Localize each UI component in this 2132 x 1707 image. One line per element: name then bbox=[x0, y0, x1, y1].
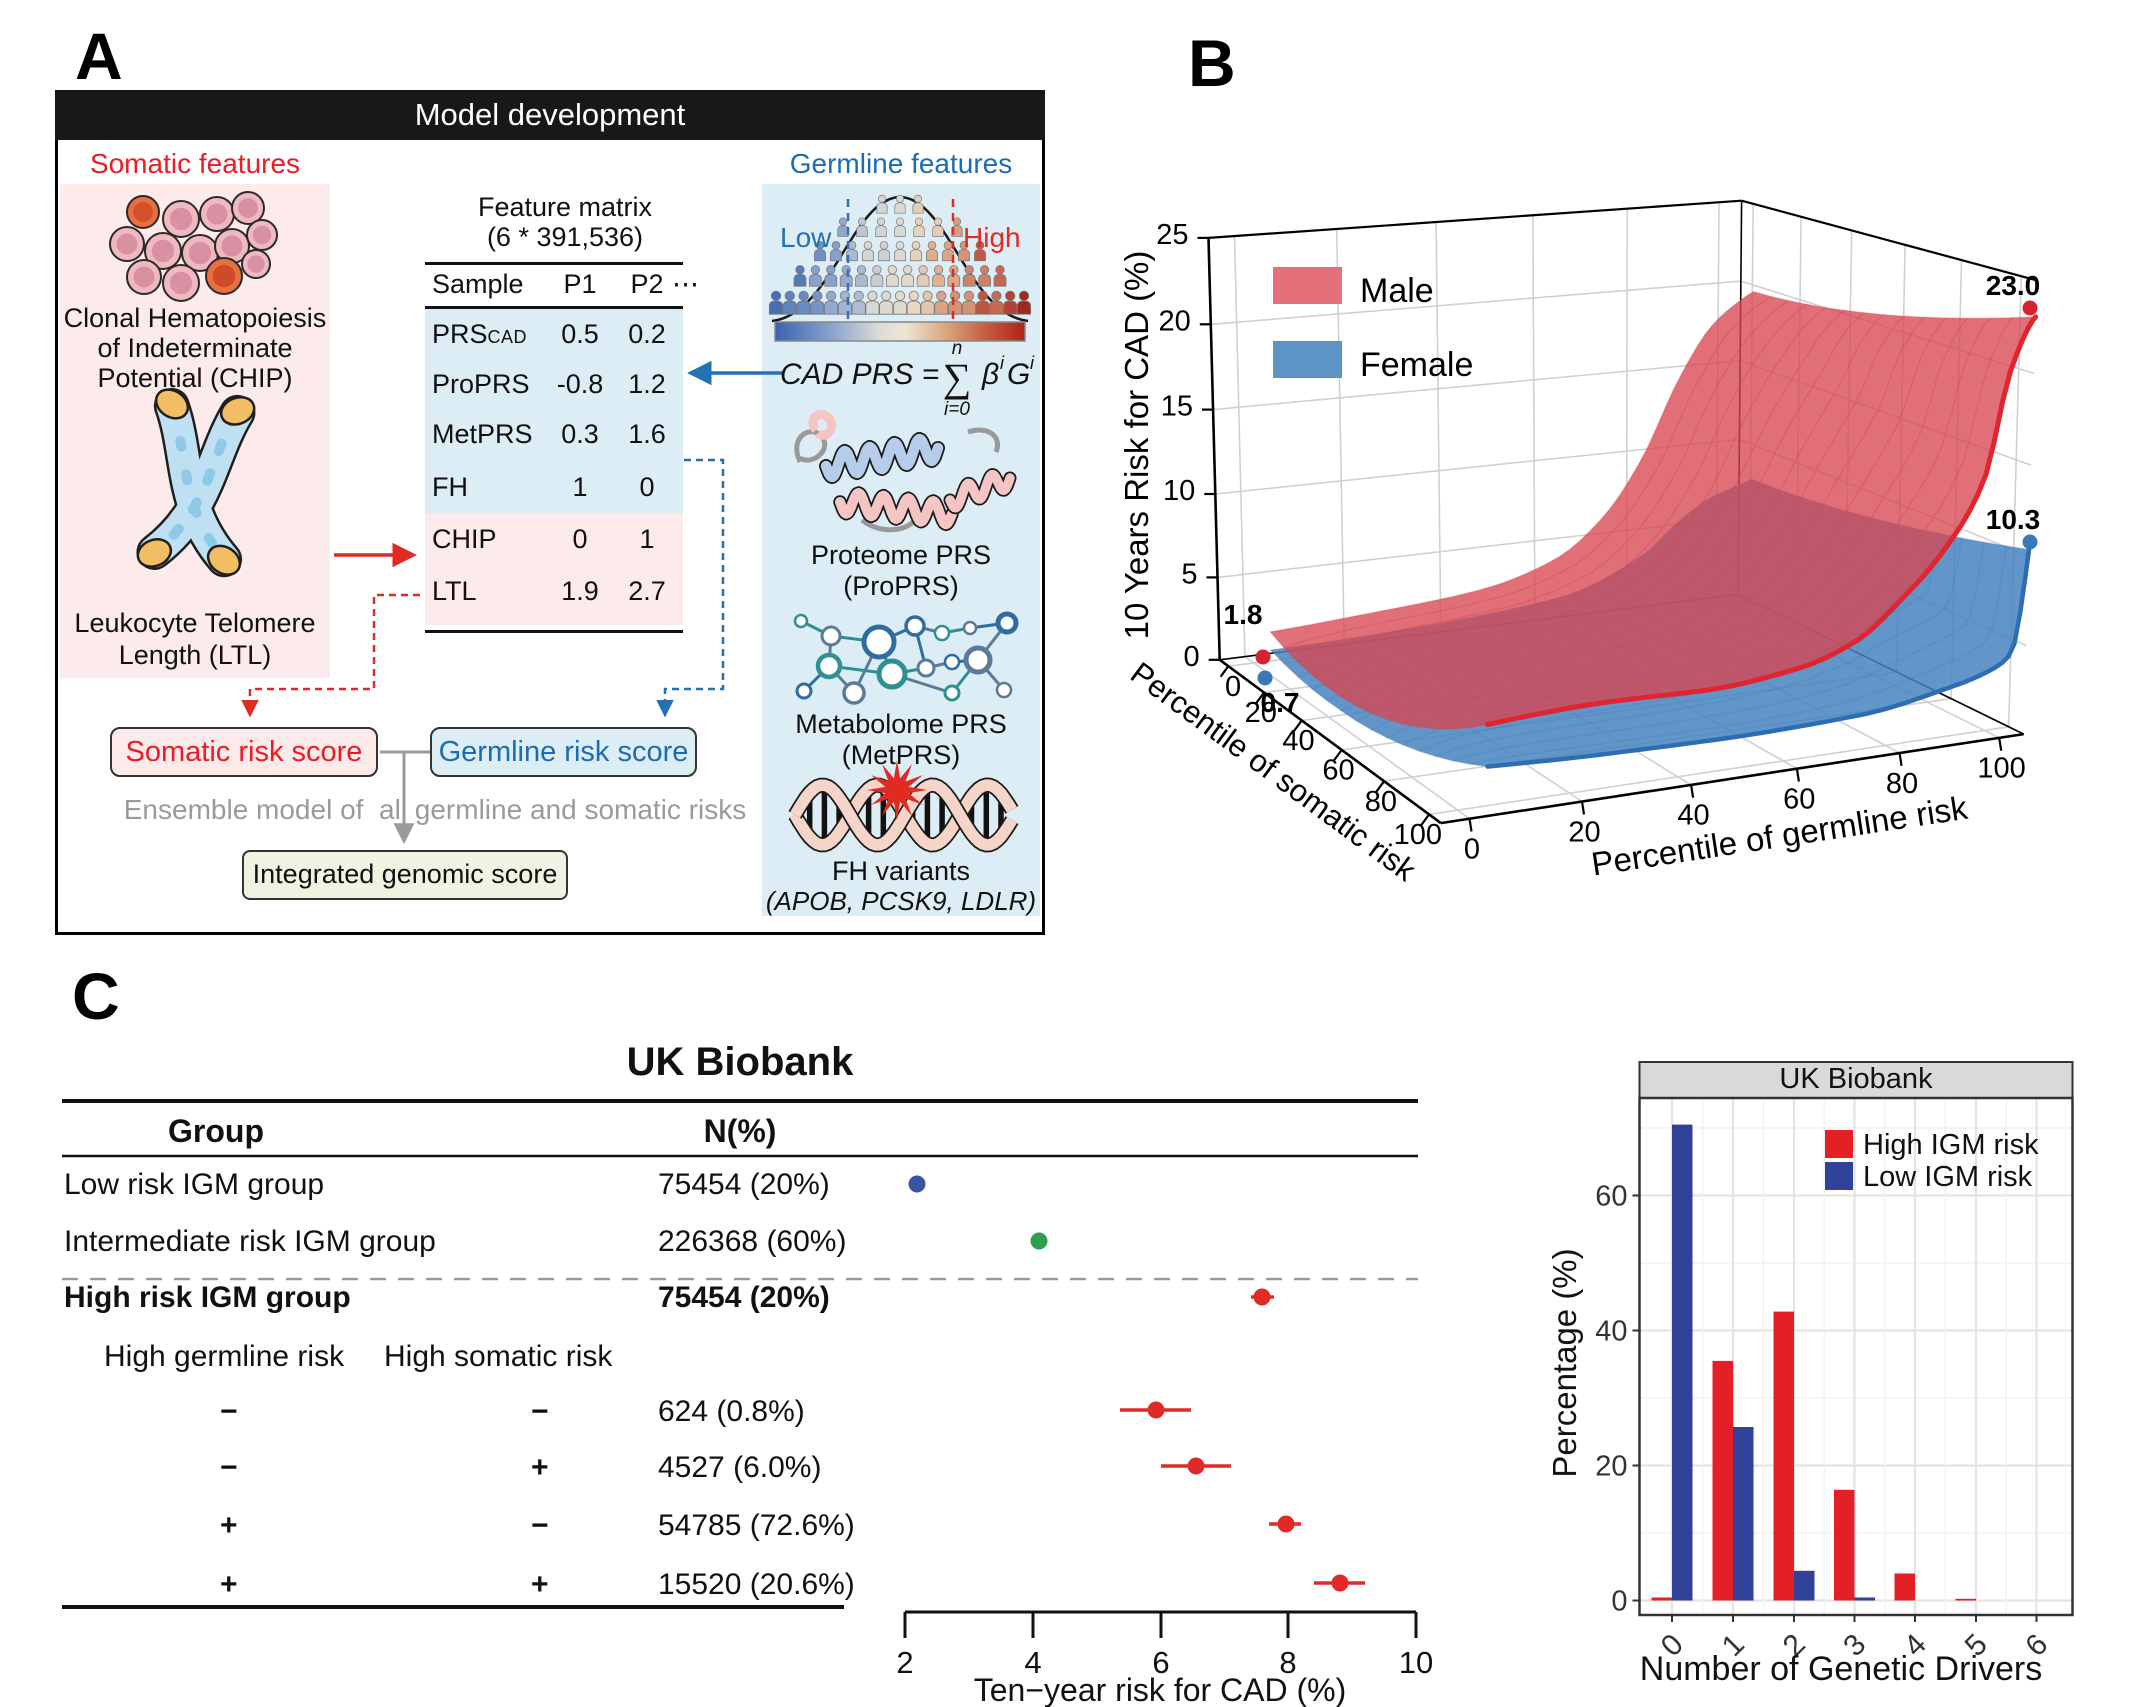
svg-text:High IGM risk: High IGM risk bbox=[1863, 1129, 2039, 1161]
svg-text:i: i bbox=[1000, 353, 1005, 373]
svg-text:∑: ∑ bbox=[943, 355, 972, 400]
svg-text:60: 60 bbox=[1322, 755, 1354, 787]
svg-text:Percentile of germline risk: Percentile of germline risk bbox=[1589, 789, 1970, 883]
svg-text:40: 40 bbox=[1282, 725, 1314, 757]
svg-text:10: 10 bbox=[1163, 475, 1195, 507]
svg-text:0.7: 0.7 bbox=[1261, 687, 1300, 718]
svg-text:0: 0 bbox=[1184, 641, 1200, 673]
svg-text:40: 40 bbox=[1677, 800, 1709, 832]
svg-text:20: 20 bbox=[1245, 697, 1277, 729]
svg-text:0: 0 bbox=[1464, 834, 1480, 866]
svg-text:i: i bbox=[1030, 353, 1035, 373]
svg-text:4: 4 bbox=[1024, 1645, 1041, 1680]
svg-text:β: β bbox=[981, 358, 999, 391]
svg-text:2: 2 bbox=[896, 1645, 913, 1680]
svg-text:0: 0 bbox=[1225, 671, 1241, 703]
svg-text:40: 40 bbox=[1595, 1316, 1627, 1348]
svg-text:10 Years Risk for CAD (%): 10 Years Risk for CAD (%) bbox=[1118, 251, 1155, 640]
svg-text:80: 80 bbox=[1365, 786, 1397, 818]
svg-text:Male: Male bbox=[1360, 272, 1434, 310]
svg-text:60: 60 bbox=[1783, 784, 1815, 816]
svg-text:Ten−year risk for CAD (%): Ten−year risk for CAD (%) bbox=[974, 1672, 1347, 1707]
svg-text:6: 6 bbox=[1152, 1645, 1169, 1680]
svg-text:n: n bbox=[952, 338, 963, 359]
svg-text:Low IGM risk: Low IGM risk bbox=[1863, 1161, 2033, 1193]
svg-text:Percentage (%): Percentage (%) bbox=[1546, 1248, 1583, 1477]
svg-text:CAD PRS =: CAD PRS = bbox=[780, 358, 939, 391]
svg-text:10.3: 10.3 bbox=[1986, 504, 2041, 535]
svg-text:20: 20 bbox=[1159, 305, 1191, 337]
svg-text:10: 10 bbox=[1399, 1645, 1433, 1680]
svg-text:UK Biobank: UK Biobank bbox=[1779, 1063, 1933, 1095]
svg-text:25: 25 bbox=[1156, 219, 1188, 251]
svg-text:G: G bbox=[1007, 358, 1030, 391]
svg-text:60: 60 bbox=[1595, 1181, 1627, 1213]
svg-text:Number of Genetic Drivers: Number of Genetic Drivers bbox=[1640, 1650, 2042, 1688]
svg-text:8: 8 bbox=[1279, 1645, 1296, 1680]
svg-text:100: 100 bbox=[1977, 753, 2025, 785]
svg-text:5: 5 bbox=[1181, 558, 1197, 590]
svg-text:15: 15 bbox=[1161, 391, 1193, 423]
svg-text:20: 20 bbox=[1568, 816, 1600, 848]
svg-text:0: 0 bbox=[1611, 1586, 1627, 1618]
svg-text:Female: Female bbox=[1360, 346, 1473, 384]
svg-text:23.0: 23.0 bbox=[1986, 270, 2041, 301]
svg-text:i=0: i=0 bbox=[944, 399, 970, 420]
svg-text:100: 100 bbox=[1394, 819, 1442, 851]
svg-text:80: 80 bbox=[1886, 768, 1918, 800]
svg-text:20: 20 bbox=[1595, 1451, 1627, 1483]
svg-text:1.8: 1.8 bbox=[1224, 599, 1263, 630]
